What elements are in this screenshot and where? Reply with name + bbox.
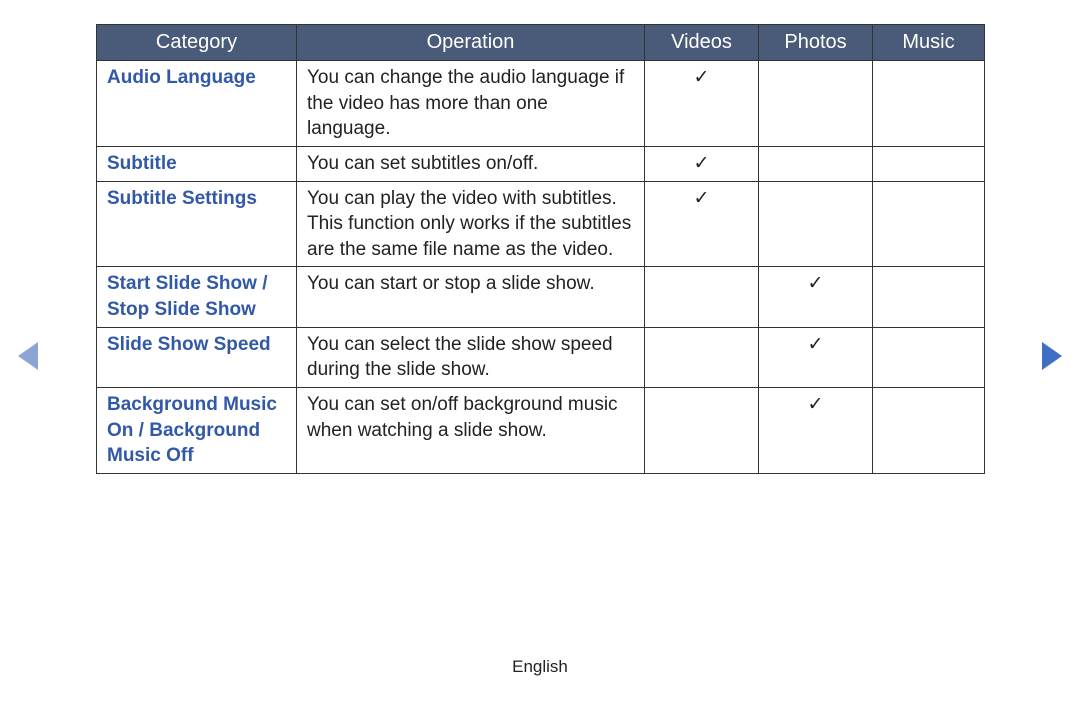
cell-photos: ✓ [759, 327, 873, 387]
cell-music [873, 267, 985, 327]
cell-photos [759, 146, 873, 181]
cell-music [873, 327, 985, 387]
cell-operation: You can set on/off background music when… [297, 388, 645, 474]
table-row: Slide Show SpeedYou can select the slide… [97, 327, 985, 387]
table-row: Subtitle SettingsYou can play the video … [97, 181, 985, 267]
table-body: Audio LanguageYou can change the audio l… [97, 61, 985, 474]
cell-category: Slide Show Speed [97, 327, 297, 387]
cell-music [873, 181, 985, 267]
cell-music [873, 61, 985, 147]
cell-operation: You can start or stop a slide show. [297, 267, 645, 327]
table-row: Background Music On / Background Music O… [97, 388, 985, 474]
cell-category: Background Music On / Background Music O… [97, 388, 297, 474]
table-row: Audio LanguageYou can change the audio l… [97, 61, 985, 147]
cell-photos: ✓ [759, 388, 873, 474]
cell-operation: You can change the audio language if the… [297, 61, 645, 147]
cell-operation: You can play the video with subtitles. T… [297, 181, 645, 267]
cell-operation: You can select the slide show speed duri… [297, 327, 645, 387]
header-music: Music [873, 25, 985, 61]
cell-category: Start Slide Show / Stop Slide Show [97, 267, 297, 327]
table-header-row: Category Operation Videos Photos Music [97, 25, 985, 61]
manual-page: Category Operation Videos Photos Music A… [0, 0, 1080, 705]
table-row: SubtitleYou can set subtitles on/off.✓ [97, 146, 985, 181]
cell-operation: You can set subtitles on/off. [297, 146, 645, 181]
header-category: Category [97, 25, 297, 61]
feature-table: Category Operation Videos Photos Music A… [96, 24, 985, 474]
cell-photos [759, 181, 873, 267]
cell-videos: ✓ [645, 61, 759, 147]
cell-category: Audio Language [97, 61, 297, 147]
header-operation: Operation [297, 25, 645, 61]
cell-photos [759, 61, 873, 147]
next-page-arrow[interactable] [1042, 342, 1062, 370]
cell-photos: ✓ [759, 267, 873, 327]
cell-videos: ✓ [645, 181, 759, 267]
cell-music [873, 388, 985, 474]
header-videos: Videos [645, 25, 759, 61]
table-row: Start Slide Show / Stop Slide ShowYou ca… [97, 267, 985, 327]
prev-page-arrow[interactable] [18, 342, 38, 370]
cell-category: Subtitle Settings [97, 181, 297, 267]
cell-videos [645, 267, 759, 327]
cell-videos: ✓ [645, 146, 759, 181]
header-photos: Photos [759, 25, 873, 61]
cell-videos [645, 327, 759, 387]
cell-category: Subtitle [97, 146, 297, 181]
cell-videos [645, 388, 759, 474]
cell-music [873, 146, 985, 181]
page-footer: English [0, 657, 1080, 677]
